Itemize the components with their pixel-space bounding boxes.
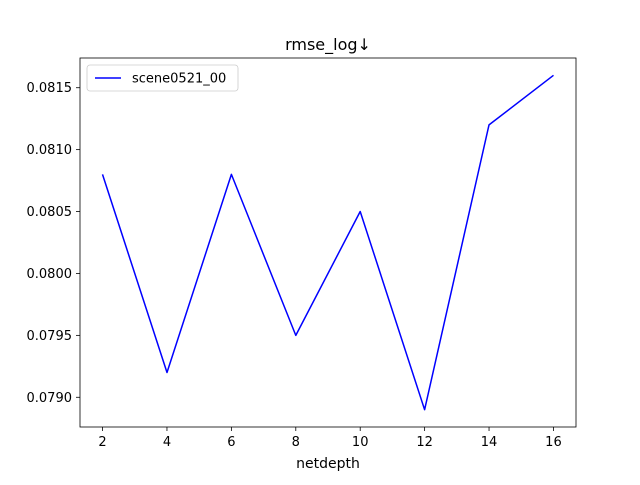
series-line-0	[101, 74, 554, 411]
x-tick-label: 6	[227, 435, 235, 450]
legend-label: scene0521_00	[132, 72, 226, 87]
x-tick-label: 12	[416, 435, 433, 450]
legend-box	[86, 64, 239, 92]
y-tick-label: 0.0815	[27, 81, 73, 96]
y-tick-label: 0.0795	[27, 329, 73, 344]
chart-title: rmse_log↓	[285, 35, 371, 55]
y-tick-label: 0.0810	[27, 143, 73, 158]
y-tick-label: 0.0800	[27, 267, 73, 282]
x-axis-label: netdepth	[296, 456, 360, 472]
x-tick-label: 16	[545, 435, 562, 450]
x-tick-label: 14	[481, 435, 498, 450]
y-tick-label: 0.0805	[27, 205, 73, 220]
y-tick-label: 0.0790	[27, 391, 73, 406]
axes-frame	[79, 57, 577, 428]
plot-area: 2 4 6 8 10 12 14 16 0.0790 0.0795 0.0800 0.0805 0.08…	[27, 57, 577, 450]
x-tick-label: 2	[98, 435, 106, 450]
x-tick-label: 8	[292, 435, 300, 450]
x-tick-label: 10	[352, 435, 369, 450]
x-tick-label: 4	[163, 435, 171, 450]
